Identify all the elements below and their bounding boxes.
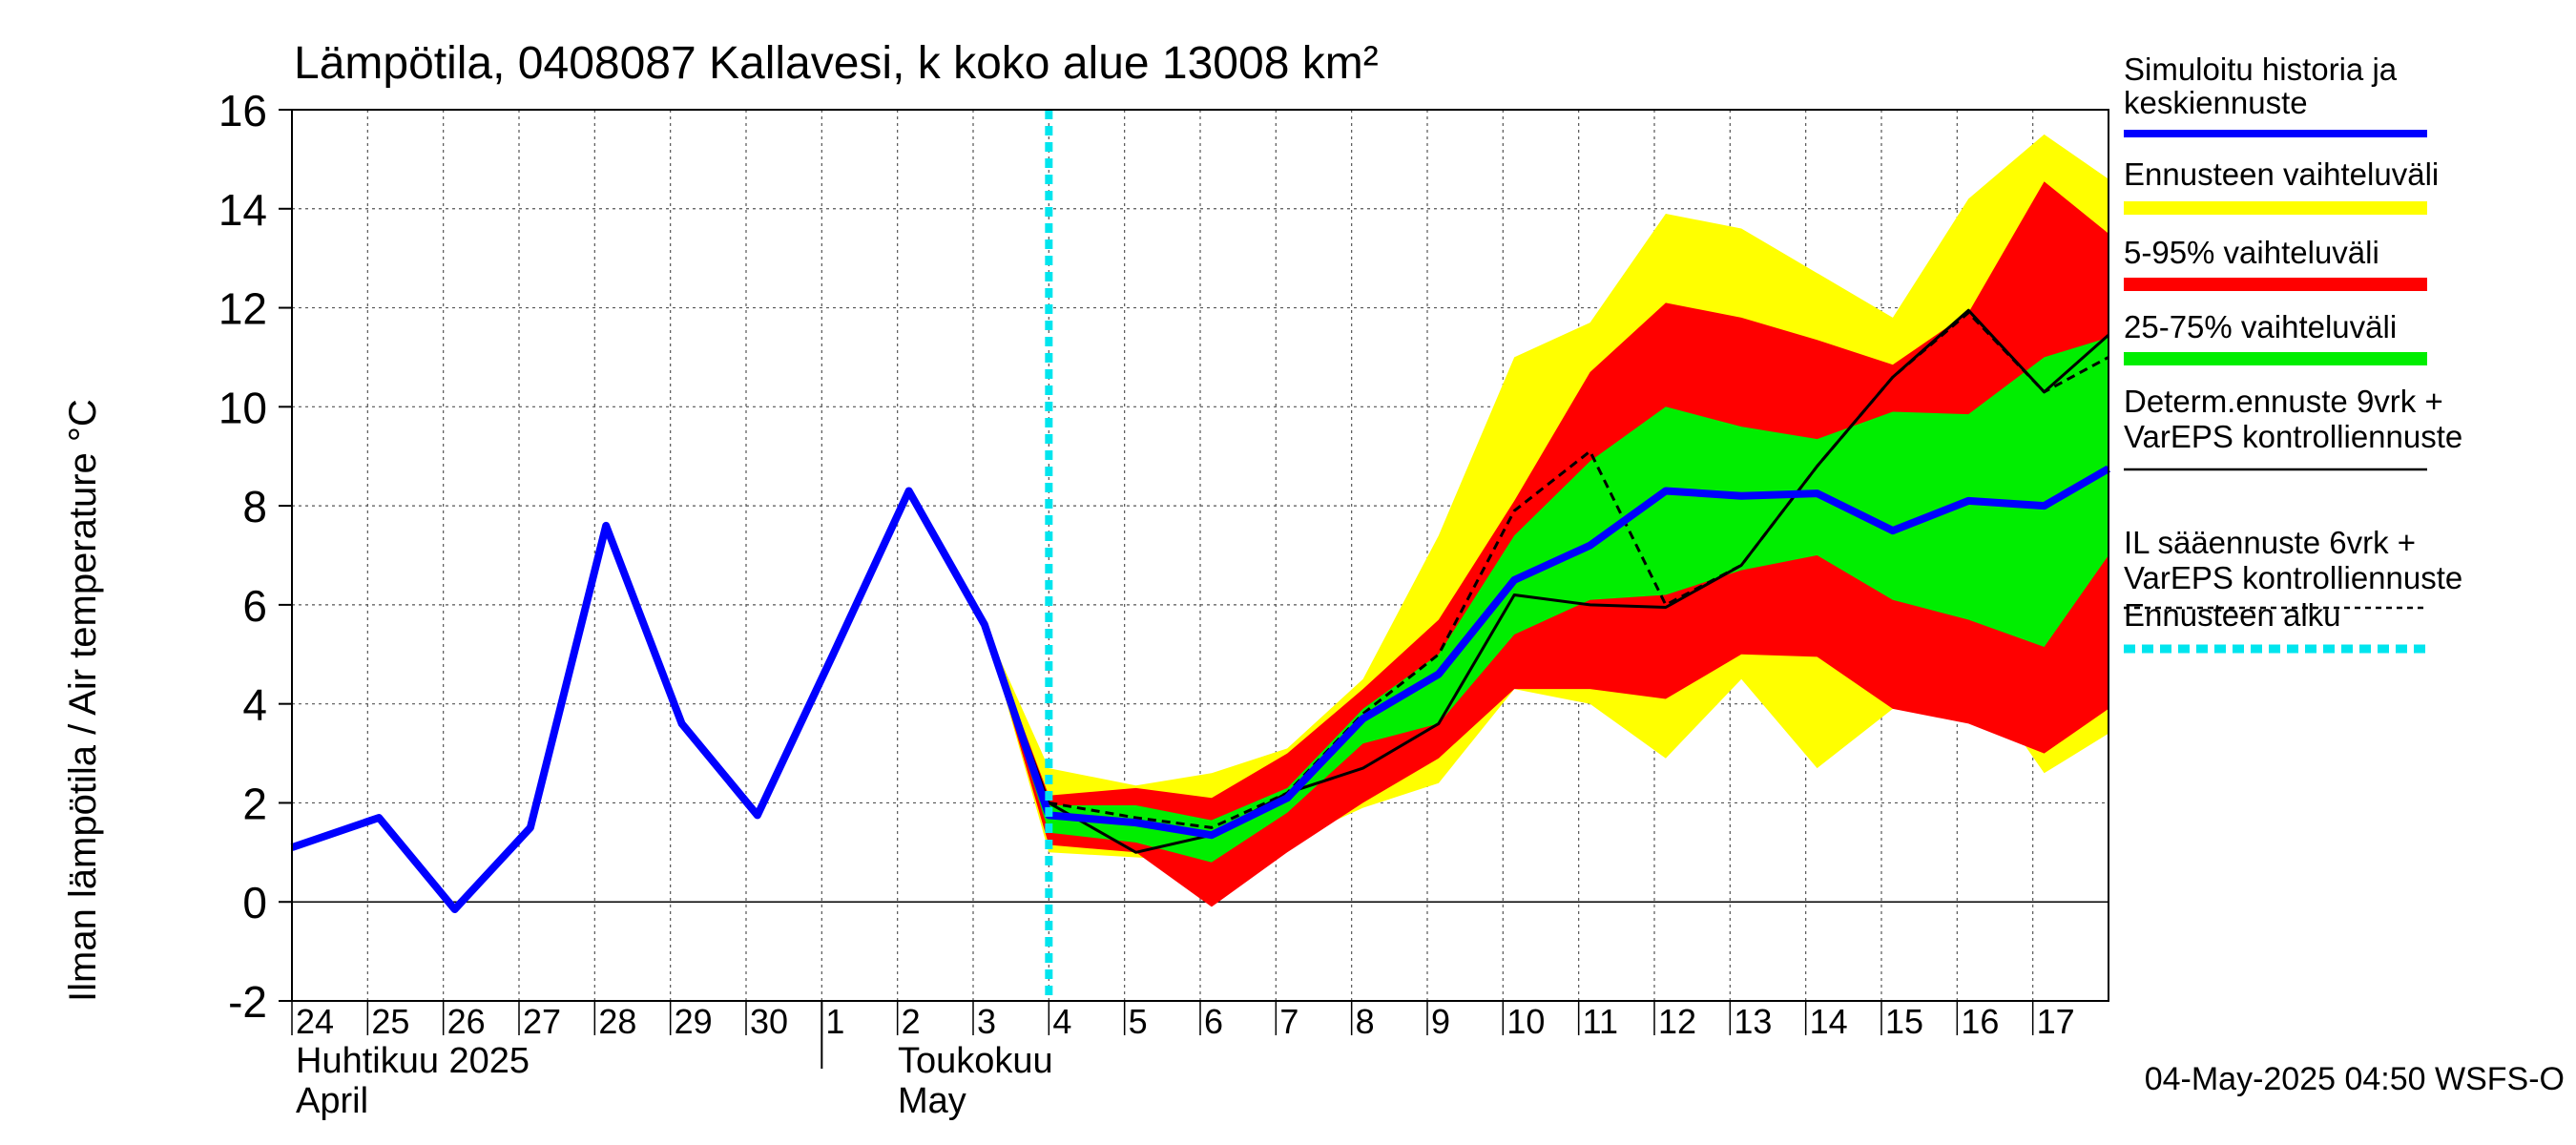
plot-area xyxy=(290,109,2110,1002)
legend-item-deterministic: Determ.ennuste 9vrk +VarEPS kontrollienn… xyxy=(2124,384,2462,471)
x-tick-label: 24 xyxy=(296,1002,334,1041)
legend-label: VarEPS kontrolliennuste xyxy=(2124,419,2462,454)
x-tick-label: 28 xyxy=(598,1002,636,1041)
x-tick-label: 13 xyxy=(1734,1002,1772,1041)
x-tick-label: 29 xyxy=(675,1002,713,1041)
y-tick-label: 10 xyxy=(218,383,267,432)
x-tick-label: 14 xyxy=(1810,1002,1848,1041)
x-tick-label: 9 xyxy=(1431,1002,1450,1041)
x-tick-label: 11 xyxy=(1583,1002,1618,1041)
month-label-april-fi: Huhtikuu 2025 xyxy=(296,1041,530,1081)
x-tick-label: 26 xyxy=(447,1002,486,1041)
y-tick-label: 4 xyxy=(242,680,267,730)
series-history xyxy=(290,465,2110,913)
y-tick-label: 2 xyxy=(242,779,267,828)
series-deterministic xyxy=(907,308,2109,854)
x-tick-label: 6 xyxy=(1204,1002,1223,1041)
legend-label: Determ.ennuste 9vrk + xyxy=(2124,384,2443,419)
y-tick-label: 0 xyxy=(242,878,267,927)
legend-item-range_25_75: 25-75% vaihteluväli xyxy=(2124,309,2427,365)
x-axis: 24 25 26 27 28 29 30 1 2 3 4 5 6 7 8 9 10 11 12 13 14 15 16 17 xyxy=(291,1001,2075,1041)
month-label-may-en: May xyxy=(898,1081,966,1121)
y-tick-label: -2 xyxy=(228,977,267,1027)
legend-label: Simuloitu historia ja xyxy=(2124,52,2398,87)
legend-label: keskiennuste xyxy=(2124,85,2308,120)
legend-item-il_forecast: IL sääennuste 6vrk + VarEPS kontrollienn… xyxy=(2124,525,2462,610)
x-tick-label: 1 xyxy=(825,1002,844,1041)
chart-title: Lämpötila, 0408087 Kallavesi, k koko alu… xyxy=(294,38,1379,89)
x-tick-label: 4 xyxy=(1052,1002,1071,1041)
legend-label: IL sääennuste 6vrk + xyxy=(2124,525,2416,560)
timestamp: 04-May-2025 04:50 WSFS-O xyxy=(2145,1061,2565,1097)
gridlines xyxy=(292,109,2109,1002)
x-tick-label: 5 xyxy=(1129,1002,1148,1041)
x-tick-label: 10 xyxy=(1506,1002,1545,1041)
legend-item-range_5_95: 5-95% vaihteluväli xyxy=(2124,235,2427,291)
legend-label: VarEPS kontrolliennuste xyxy=(2124,560,2462,595)
y-tick-label: 8 xyxy=(242,482,267,531)
legend-label: Ennusteen alku xyxy=(2124,597,2341,633)
legend-label: 25-75% vaihteluväli xyxy=(2124,309,2397,344)
x-tick-label: 8 xyxy=(1356,1002,1375,1041)
y-axis: -2 0 2 4 6 8 10 12 14 16 xyxy=(218,86,292,1027)
x-tick-label: 17 xyxy=(2037,1002,2075,1041)
x-tick-label: 7 xyxy=(1279,1002,1298,1041)
legend-label: 5-95% vaihteluväli xyxy=(2124,235,2379,270)
y-tick-label: 14 xyxy=(218,185,267,235)
legend-item-forecast_start: Ennusteen alku xyxy=(2124,597,2427,654)
y-tick-label: 16 xyxy=(218,86,267,135)
legend-label: Ennusteen vaihteluväli xyxy=(2124,156,2439,192)
y-tick-label: 6 xyxy=(242,581,267,631)
x-tick-label: 27 xyxy=(523,1002,561,1041)
y-tick-label: 12 xyxy=(218,284,267,334)
series-lines xyxy=(290,308,2110,913)
legend-item-range_full: Ennusteen vaihteluväli xyxy=(2124,156,2439,215)
x-tick-label: 16 xyxy=(1961,1002,1999,1041)
x-tick-label: 2 xyxy=(902,1002,921,1041)
month-label-may-fi: Toukokuu xyxy=(898,1041,1053,1081)
x-tick-label: 30 xyxy=(750,1002,788,1041)
x-tick-label: 25 xyxy=(371,1002,409,1041)
month-label-april-en: April xyxy=(296,1081,368,1121)
y-axis-label: Ilman lämpötila / Air temperature °C xyxy=(62,399,104,1002)
x-tick-label: 15 xyxy=(1885,1002,1923,1041)
x-tick-label: 3 xyxy=(977,1002,996,1041)
x-tick-label: 12 xyxy=(1658,1002,1696,1041)
